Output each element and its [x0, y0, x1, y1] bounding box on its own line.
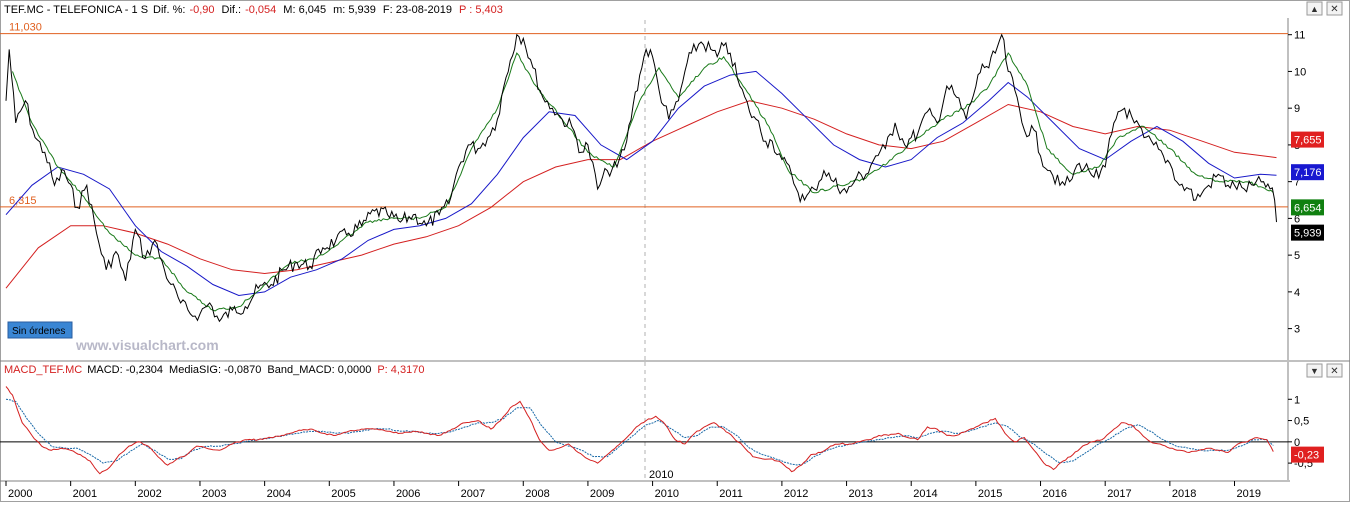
macd-line[interactable]	[5, 386, 1274, 475]
price-y-tick-label: 10	[1294, 66, 1306, 78]
price-panel: TEF.MC - TELEFONICA - 1 S Dif. %: -0,90 Dif…	[0, 1, 1343, 360]
price-value-tag-box	[1291, 131, 1324, 148]
header-p-value: P : 5,403	[459, 4, 503, 16]
price-y-tick-label: 9	[1294, 103, 1300, 115]
price-series-group	[5, 33, 1277, 323]
arrow-up-icon: ▲	[1310, 4, 1319, 14]
macd-y-tick-label: 0,5	[1294, 416, 1309, 428]
macd-value-tag: -0,23	[1291, 446, 1324, 463]
x-tick-label: 2008	[525, 488, 549, 500]
x-tick-label: 2016	[1043, 488, 1067, 500]
upper-hline-label: 11,030	[9, 22, 42, 34]
price-value-tag-label: 7,655	[1294, 135, 1322, 147]
ma-mid-line[interactable]	[5, 70, 1277, 297]
macd-header-value: MACD: -0,2304	[87, 364, 163, 376]
x-tick-label: 2013	[849, 488, 873, 500]
price-value-tag-label: 6,654	[1294, 202, 1322, 214]
price-value-tags: 7,655 7,176 6,654 5,939	[1291, 131, 1324, 241]
price-y-tick-label: 6	[1294, 213, 1300, 225]
price-line[interactable]	[5, 33, 1277, 323]
macd-value-tag-label: -0,23	[1294, 450, 1319, 462]
macd-header: MACD_TEF.MC MACD: -0,2304 MediaSIG: -0,087…	[4, 364, 424, 376]
macd-header-p: P: 4,3170	[377, 364, 424, 376]
macd-series-group	[5, 386, 1274, 475]
header-high: M: 6,045	[283, 4, 326, 16]
ma-long-line[interactable]	[5, 100, 1277, 289]
x-tick-label: 2019	[1237, 488, 1261, 500]
x-tick-label: 2017	[1107, 488, 1131, 500]
macd-close-button[interactable]: ✕	[1326, 363, 1343, 378]
x-tick-label: 2014	[913, 488, 937, 500]
x-tick-label: 2003	[202, 488, 226, 500]
ma-short-line[interactable]	[12, 52, 1274, 312]
header-dif-value: -0,054	[245, 4, 276, 16]
macd-header-signal: MediaSIG: -0,0870	[169, 364, 261, 376]
x-tick-label: 2005	[331, 488, 355, 500]
x-tick-label: 2004	[267, 488, 291, 500]
macd-header-band: Band_MACD: 0,0000	[267, 364, 371, 376]
price-y-tick-label: 5	[1294, 250, 1300, 262]
price-y-tick-label: 3	[1294, 324, 1300, 336]
macd-panel: MACD_TEF.MC MACD: -0,2304 MediaSIG: -0,087…	[0, 362, 1343, 481]
close-panel-button[interactable]: ✕	[1326, 1, 1343, 16]
macd-y-tick-label: 0	[1294, 437, 1300, 449]
header-symbol: TEF.MC - TELEFONICA - 1 S	[4, 4, 148, 16]
scroll-up-button[interactable]: ▲	[1306, 1, 1323, 16]
watermark: www.visualchart.com	[75, 337, 219, 353]
x-tick-label: 2015	[978, 488, 1002, 500]
price-y-tick-label: 11	[1294, 30, 1305, 42]
price-value-tag: 7,655	[1291, 131, 1324, 148]
macd-value-tag-box	[1291, 446, 1324, 463]
price-y-tick-label: 4	[1294, 287, 1300, 299]
price-value-tag: 7,176	[1291, 164, 1324, 181]
x-tick-label: 2018	[1172, 488, 1196, 500]
header-dif-pct-value: -0,90	[189, 4, 214, 16]
x-tick-label: 2002	[137, 488, 161, 500]
price-value-tag-box	[1291, 224, 1324, 241]
orders-badge-label: Sin órdenes	[12, 326, 65, 337]
x-tick-label: 2009	[590, 488, 614, 500]
header-low: m: 5,939	[333, 4, 376, 16]
price-value-tag: 6,654	[1291, 199, 1324, 216]
x-tick-label: 2000	[8, 488, 32, 500]
close-icon: ✕	[1330, 4, 1338, 15]
decade-label: 2010	[649, 469, 673, 481]
macd-value-tags: -0,23	[1291, 446, 1324, 463]
price-header: TEF.MC - TELEFONICA - 1 S Dif. %: -0,90 Dif…	[4, 4, 503, 16]
price-value-tag-label: 5,939	[1294, 228, 1322, 240]
macd-scroll-down-button[interactable]: ▼	[1306, 363, 1323, 378]
x-axis-ticks: 2000 2001 2002 2003 2004 2005 2006 2007 2008 2009…	[5, 481, 1261, 500]
price-value-tag-label: 7,176	[1294, 167, 1322, 179]
arrow-down-icon: ▼	[1310, 366, 1319, 376]
x-tick-label: 2001	[73, 488, 97, 500]
x-tick-label: 2011	[719, 488, 743, 500]
x-tick-label: 2010	[655, 488, 679, 500]
macd-header-name: MACD_TEF.MC	[4, 364, 82, 376]
macd-y-tick-label: 1	[1294, 394, 1300, 406]
header-dif-pct-label: Dif. %:	[153, 4, 185, 16]
x-tick-label: 2012	[784, 488, 808, 500]
close-icon: ✕	[1330, 366, 1338, 377]
header-date: F: 23-08-2019	[383, 4, 452, 16]
price-value-tag-box	[1291, 199, 1324, 216]
x-tick-label: 2007	[461, 488, 485, 500]
header-dif-label: Dif.:	[222, 4, 242, 16]
x-tick-label: 2006	[396, 488, 420, 500]
price-value-tag-box	[1291, 164, 1324, 181]
orders-badge[interactable]: Sin órdenes	[7, 321, 73, 339]
lower-hline-label: 6,315	[9, 195, 37, 207]
price-y-tick-label: 7	[1294, 177, 1300, 189]
signal-line[interactable]	[5, 398, 1274, 466]
price-value-tag: 5,939	[1291, 224, 1324, 241]
